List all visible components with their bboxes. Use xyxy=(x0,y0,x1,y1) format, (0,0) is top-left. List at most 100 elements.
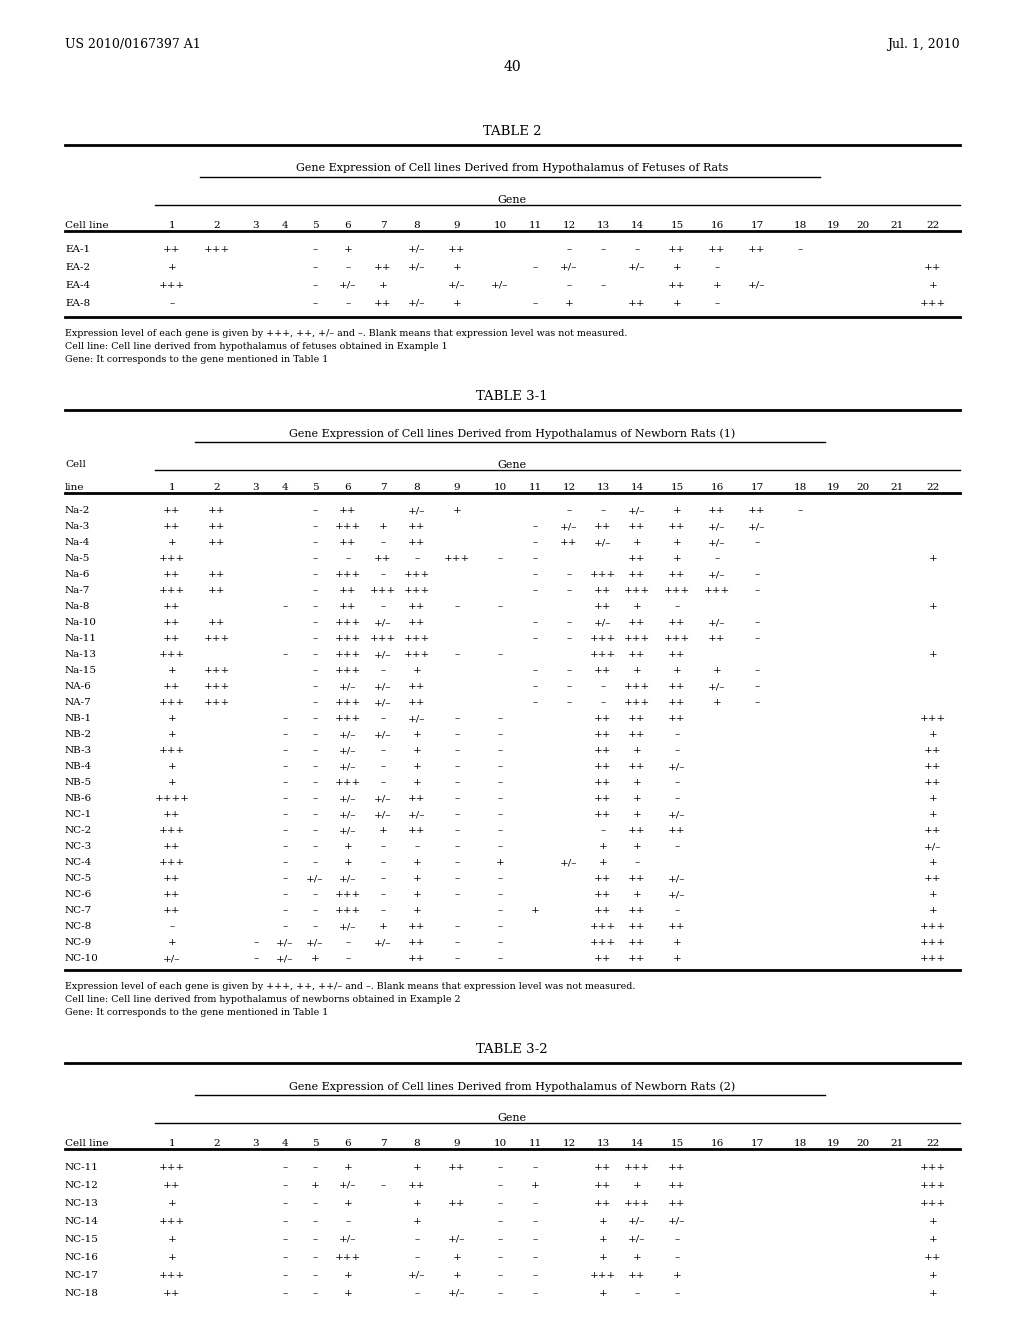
Text: +/–: +/– xyxy=(374,730,392,739)
Text: –: – xyxy=(283,746,288,755)
Text: ++: ++ xyxy=(208,586,225,595)
Text: –: – xyxy=(283,810,288,818)
Text: +/–: +/– xyxy=(374,810,392,818)
Text: 10: 10 xyxy=(494,483,507,492)
Text: –: – xyxy=(380,874,386,883)
Text: NC-6: NC-6 xyxy=(65,890,92,899)
Text: 12: 12 xyxy=(562,220,575,230)
Text: ++: ++ xyxy=(925,826,942,836)
Text: +/–: +/– xyxy=(339,1236,356,1243)
Text: +++: +++ xyxy=(335,667,361,675)
Text: +: + xyxy=(413,730,421,739)
Text: –: – xyxy=(312,1253,317,1262)
Text: +++: +++ xyxy=(920,921,946,931)
Text: +: + xyxy=(168,939,176,946)
Text: +/–: +/– xyxy=(374,682,392,690)
Text: ++: ++ xyxy=(163,874,181,883)
Text: 18: 18 xyxy=(794,483,807,492)
Text: ++: ++ xyxy=(669,246,686,253)
Text: +++: +++ xyxy=(590,921,616,931)
Text: 21: 21 xyxy=(891,220,903,230)
Text: +++: +++ xyxy=(204,667,230,675)
Text: Na-4: Na-4 xyxy=(65,539,90,546)
Text: +: + xyxy=(453,1271,462,1280)
Text: ++: ++ xyxy=(594,521,611,531)
Text: 2: 2 xyxy=(214,483,220,492)
Text: 8: 8 xyxy=(414,220,420,230)
Text: +: + xyxy=(413,746,421,755)
Text: –: – xyxy=(498,1181,503,1191)
Text: +: + xyxy=(599,1217,607,1226)
Text: EA-2: EA-2 xyxy=(65,263,90,272)
Text: –: – xyxy=(312,1271,317,1280)
Text: +/–: +/– xyxy=(669,1217,686,1226)
Text: –: – xyxy=(600,246,605,253)
Text: +: + xyxy=(633,777,641,787)
Text: +: + xyxy=(168,1253,176,1262)
Text: –: – xyxy=(283,1290,288,1298)
Text: ++: ++ xyxy=(208,539,225,546)
Text: 4: 4 xyxy=(282,220,289,230)
Text: 13: 13 xyxy=(596,1139,609,1148)
Text: –: – xyxy=(283,858,288,867)
Text: +/–: +/– xyxy=(339,874,356,883)
Text: +: + xyxy=(673,667,681,675)
Text: +: + xyxy=(168,667,176,675)
Text: –: – xyxy=(312,682,317,690)
Text: –: – xyxy=(283,1236,288,1243)
Text: ++: ++ xyxy=(594,667,611,675)
Text: 22: 22 xyxy=(927,483,940,492)
Text: –: – xyxy=(675,730,680,739)
Text: +: + xyxy=(929,906,937,915)
Text: –: – xyxy=(675,1290,680,1298)
Text: +/–: +/– xyxy=(669,890,686,899)
Text: +++: +++ xyxy=(443,554,470,564)
Text: +: + xyxy=(929,1271,937,1280)
Text: –: – xyxy=(455,954,460,964)
Text: –: – xyxy=(675,746,680,755)
Text: +: + xyxy=(633,667,641,675)
Text: ++: ++ xyxy=(629,921,646,931)
Text: –: – xyxy=(380,602,386,611)
Text: –: – xyxy=(532,1163,538,1172)
Text: –: – xyxy=(312,762,317,771)
Text: +++: +++ xyxy=(920,714,946,723)
Text: +: + xyxy=(633,1181,641,1191)
Text: NB-5: NB-5 xyxy=(65,777,92,787)
Text: Jul. 1, 2010: Jul. 1, 2010 xyxy=(888,38,961,51)
Text: +/–: +/– xyxy=(374,939,392,946)
Text: +: + xyxy=(310,954,319,964)
Text: –: – xyxy=(380,906,386,915)
Text: +: + xyxy=(413,762,421,771)
Text: –: – xyxy=(283,795,288,803)
Text: Gene: Gene xyxy=(498,195,526,205)
Text: –: – xyxy=(532,1199,538,1208)
Text: +/–: +/– xyxy=(339,795,356,803)
Text: –: – xyxy=(283,762,288,771)
Text: –: – xyxy=(312,921,317,931)
Text: –: – xyxy=(498,921,503,931)
Text: ++: ++ xyxy=(669,1181,686,1191)
Text: +: + xyxy=(379,921,387,931)
Text: ++: ++ xyxy=(163,682,181,690)
Text: –: – xyxy=(380,842,386,851)
Text: –: – xyxy=(675,906,680,915)
Text: –: – xyxy=(345,939,350,946)
Text: +: + xyxy=(413,1217,421,1226)
Text: –: – xyxy=(415,842,420,851)
Text: +/–: +/– xyxy=(749,281,766,290)
Text: +++: +++ xyxy=(590,1271,616,1280)
Text: ++: ++ xyxy=(208,506,225,515)
Text: +: + xyxy=(344,1163,352,1172)
Text: +/–: +/– xyxy=(276,954,294,964)
Text: ++: ++ xyxy=(409,602,426,611)
Text: EA-8: EA-8 xyxy=(65,300,90,308)
Text: +/–: +/– xyxy=(449,1236,466,1243)
Text: 13: 13 xyxy=(596,483,609,492)
Text: 22: 22 xyxy=(927,1139,940,1148)
Text: ++: ++ xyxy=(409,939,426,946)
Text: +: + xyxy=(633,810,641,818)
Text: Na-13: Na-13 xyxy=(65,649,97,659)
Text: TABLE 2: TABLE 2 xyxy=(482,125,542,139)
Text: 10: 10 xyxy=(494,1139,507,1148)
